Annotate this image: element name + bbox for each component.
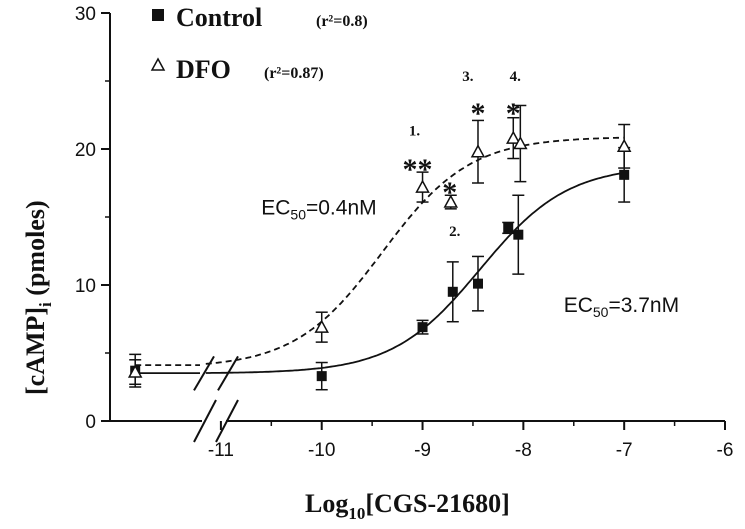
y-axis-title: [cAMP]i (pmoles) [21,200,55,395]
significance-marker: * [506,97,521,130]
fit-curve-dfo [135,136,624,366]
point-dfo [127,364,143,378]
legend-label-dfo: DFO [176,55,231,84]
axis-break-mark-2 [215,399,239,443]
x-tick-label: -11 [208,440,234,461]
point-number-label: 4. [510,69,522,85]
point-control [417,322,428,333]
y-tick-label: 0 [85,412,96,433]
x-tick-label: -9 [414,440,431,461]
curve-break-mark-1 [193,355,215,391]
ec50-annotation: EC50=0.4nM [261,196,376,222]
point-dfo [415,179,430,193]
point-control [472,278,483,289]
point-dfo [443,194,459,208]
ec50-annotation: EC50=3.7nM [564,294,679,320]
point-control [447,286,458,297]
point-control [513,229,524,240]
point-control [619,169,630,180]
x-tick-label: -7 [616,440,633,461]
fit-curve-control [135,172,624,374]
point-dfo [506,130,521,144]
axis-break-mark-1 [193,399,217,443]
legend-label-control: Control [176,3,262,32]
y-tick-label: 30 [75,4,96,25]
x-tick-label: -10 [308,440,335,461]
legend-marker-dfo [150,57,166,71]
point-number-label: 3. [462,69,474,85]
legend: Control (r²=0.8) DFO (r²=0.87) [150,3,368,84]
x-axis-title: Log10[CGS-21680] [305,489,510,523]
legend-r2-control: (r²=0.8) [316,13,368,30]
significance-marker: * [442,176,457,209]
point-number-label: 1. [409,123,421,139]
y-tick-label: 10 [75,276,96,297]
significance-marker: * [470,97,485,130]
point-dfo [513,135,528,150]
point-control [503,222,514,233]
plot-area: 0 10 20 30 -11 -10 -9 -8 -7 -6 Log10[CGS-21680] [cA… [21,4,733,523]
point-dfo [470,144,486,158]
point-number-label: 2. [449,224,461,240]
point-control [316,371,327,382]
point-dfo [314,319,329,333]
significance-marker: ** [403,153,433,186]
x-tick-label: -6 [717,440,734,461]
point-dfo [616,138,632,153]
legend-marker-control [152,9,164,21]
legend-r2-dfo: (r²=0.87) [264,65,324,82]
x-tick-label: -8 [515,440,532,461]
y-tick-label: 20 [75,140,96,161]
